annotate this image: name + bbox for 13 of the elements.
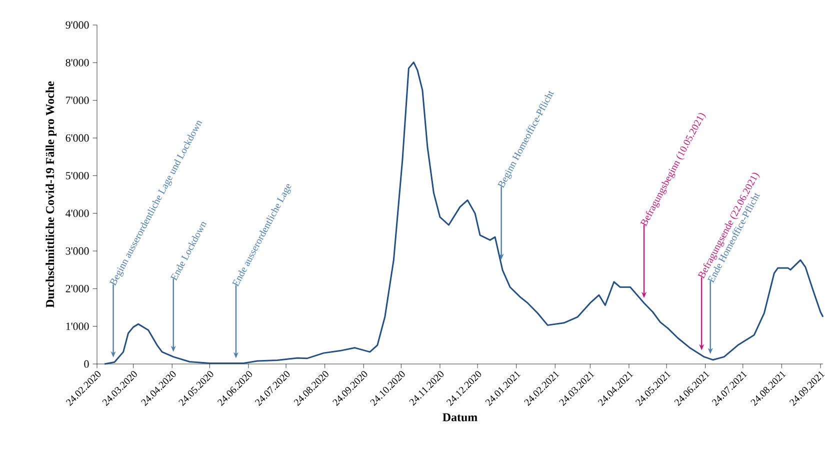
y-tick-label: 2'000 bbox=[66, 284, 89, 292]
y-tick-label: 4'000 bbox=[66, 210, 89, 218]
y-tick-label: 3'000 bbox=[66, 247, 89, 255]
y-tick-label: 9'000 bbox=[66, 21, 89, 29]
y-tick-label: 0 bbox=[84, 360, 89, 368]
y-tick-label: 8'000 bbox=[66, 58, 89, 66]
line-series bbox=[104, 62, 824, 365]
y-tick-label: 5'000 bbox=[66, 172, 89, 180]
y-tick-label: 7'000 bbox=[66, 96, 89, 104]
y-axis-title: Durchschnittliche Covid-19 Fälle pro Woche bbox=[46, 81, 57, 308]
x-axis-title: Datum bbox=[442, 413, 478, 422]
y-tick-label: 6'000 bbox=[66, 134, 89, 142]
y-tick-label: 1'000 bbox=[66, 322, 89, 330]
